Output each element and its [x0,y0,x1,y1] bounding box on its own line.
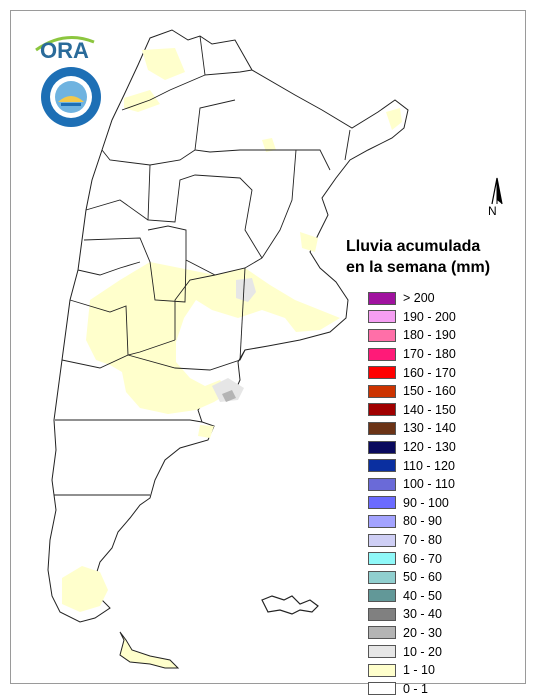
legend-swatch [368,421,396,435]
legend-title-line2: en la semana (mm) [346,259,491,276]
legend-label: > 200 [403,291,435,306]
legend-item: 190 - 200 [368,308,456,327]
legend-swatch [368,477,396,491]
province-boundaries [54,35,351,496]
legend-swatch [368,310,396,324]
rain-zone-10-20 [236,278,256,302]
legend-swatch [368,403,396,417]
ora-logo: ORA [34,28,104,63]
legend-swatch [368,645,396,659]
legend-item: 170 - 180 [368,345,456,364]
legend-swatch [368,384,396,398]
legend-label: 20 - 30 [403,625,442,640]
legend-swatch [368,626,396,640]
legend-label: 0 - 1 [403,681,429,696]
legend-label: 130 - 140 [403,421,456,436]
legend-swatch [368,570,396,584]
legend-label: 50 - 60 [403,570,442,585]
legend-item: 120 - 130 [368,438,456,457]
legend-label: 90 - 100 [403,495,449,510]
svg-text:ORA: ORA [40,38,89,62]
legend-item: 140 - 150 [368,401,456,420]
legend-label: 10 - 20 [403,644,442,659]
legend-swatch [368,366,396,380]
legend-swatch [368,552,396,566]
legend-item: 180 - 190 [368,326,456,345]
legend-item: 100 - 110 [368,475,456,494]
legend: > 200 190 - 200 180 - 190 170 - 180 160 - 17… [368,289,456,698]
legend-item: 0 - 1 [368,679,456,698]
north-arrow-icon [491,177,503,205]
legend-label: 180 - 190 [403,328,456,343]
legend-item: 10 - 20 [368,642,456,661]
legend-swatch [368,682,396,696]
legend-label: 150 - 160 [403,384,456,399]
legend-label: 60 - 70 [403,551,442,566]
legend-item: 30 - 40 [368,605,456,624]
legend-swatch [368,328,396,342]
legend-item: 50 - 60 [368,568,456,587]
legend-swatch [368,663,396,677]
legend-item: 20 - 30 [368,624,456,643]
legend-label: 70 - 80 [403,533,442,548]
rain-zone-20-30 [222,390,236,402]
legend-swatch [368,589,396,603]
legend-item: 1 - 10 [368,661,456,680]
rain-zone-10-20-south [212,378,244,402]
legend-label: 110 - 120 [403,458,455,473]
malvinas-islands [261,595,319,615]
legend-item: 150 - 160 [368,382,456,401]
legend-label: 170 - 180 [403,347,456,362]
north-label: N [488,204,497,218]
legend-label: 160 - 170 [403,365,456,380]
legend-label: 140 - 150 [403,402,456,417]
legend-item: 90 - 100 [368,494,456,513]
legend-item: 40 - 50 [368,587,456,606]
legend-swatch [368,291,396,305]
legend-label: 80 - 90 [403,514,442,529]
tierra-del-fuego [119,631,180,669]
legend-swatch [368,440,396,454]
legend-item: 70 - 80 [368,531,456,550]
legend-item: 60 - 70 [368,549,456,568]
legend-item: 80 - 90 [368,512,456,531]
legend-swatch [368,607,396,621]
legend-label: 190 - 200 [403,309,456,324]
legend-label: 40 - 50 [403,588,442,603]
legend-title: Lluvia acumulada en la semana (mm) [346,236,526,278]
legend-item: 160 - 170 [368,363,456,382]
legend-label: 120 - 130 [403,440,456,455]
legend-label: 1 - 10 [403,663,435,678]
legend-swatch [368,347,396,361]
legend-swatch [368,533,396,547]
legend-item: 130 - 140 [368,419,456,438]
legend-title-line1: Lluvia acumulada [346,238,481,255]
legend-item: > 200 [368,289,456,308]
smn-seal-logo [40,66,102,128]
legend-swatch [368,496,396,510]
legend-swatch [368,514,396,528]
legend-item: 110 - 120 [368,456,456,475]
legend-label: 30 - 40 [403,607,442,622]
legend-label: 100 - 110 [403,477,455,492]
legend-swatch [368,459,396,473]
